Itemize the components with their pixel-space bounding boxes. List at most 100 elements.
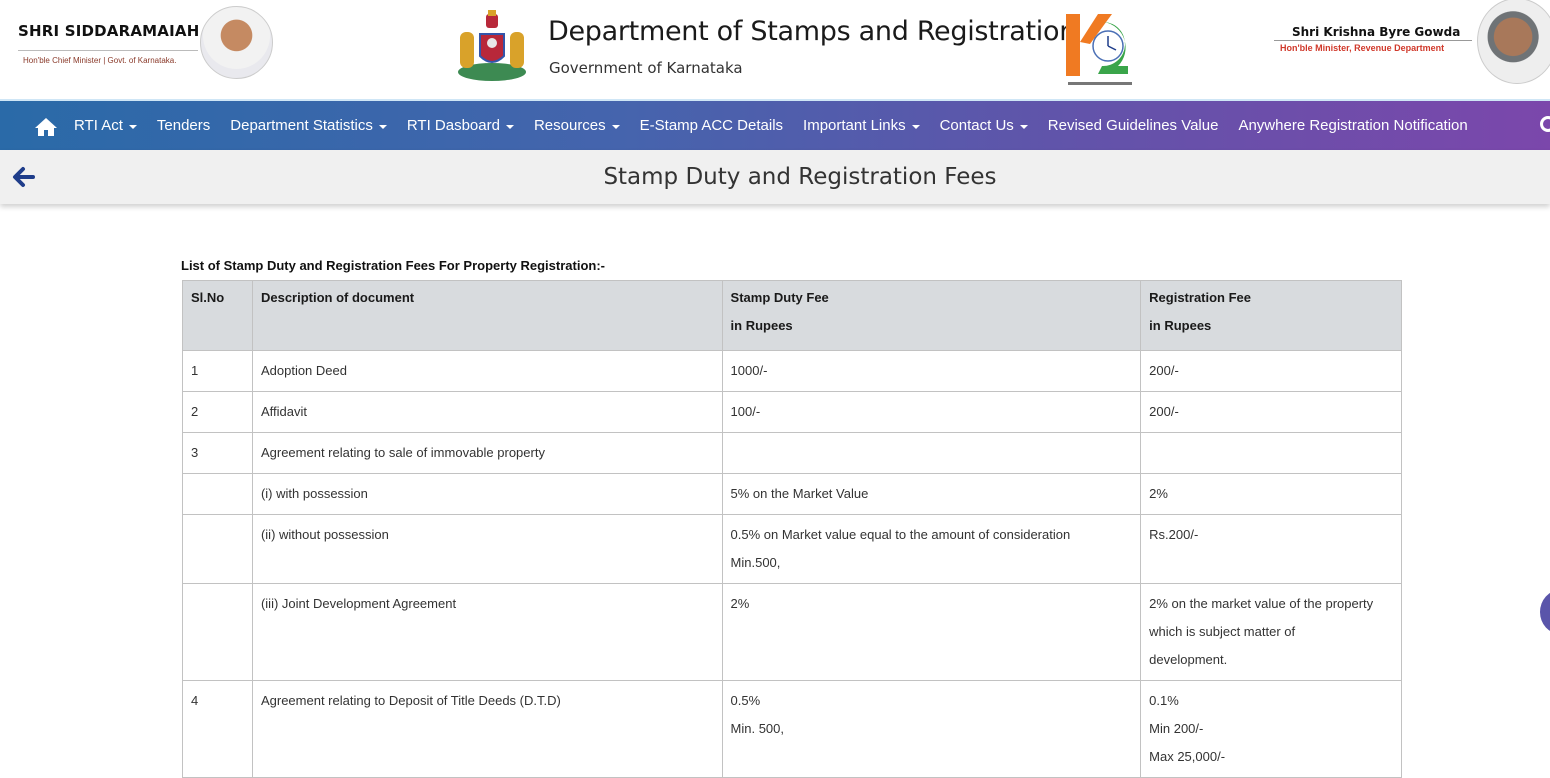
cell-line: Min.500, — [730, 555, 781, 570]
cell-registration-fee — [1140, 432, 1402, 474]
department-title: Department of Stamps and Registration — [548, 16, 1077, 47]
nav-items: RTI Act Tenders Department Statistics RT… — [74, 117, 1488, 134]
nav-item-rti-act[interactable]: RTI Act — [74, 117, 137, 134]
department-subtitle: Government of Karnataka — [549, 59, 743, 77]
cell-line — [731, 439, 1133, 467]
nav-label: Resources — [533, 117, 606, 134]
header-registration-fee: Registration Fee in Rupees — [1140, 280, 1402, 351]
cell-line: 2% — [1149, 486, 1168, 501]
cell-sl: 2 — [182, 391, 253, 433]
site-header: SHRI SIDDARAMAIAH Hon'ble Chief Minister… — [0, 0, 1550, 99]
cell-description: Adoption Deed — [251, 350, 723, 392]
cell-description: Agreement relating to Deposit of Title D… — [251, 680, 723, 778]
cell-description: (iii) Joint Development Agreement — [251, 583, 723, 681]
header-line: in Rupees — [730, 318, 793, 333]
cell-stamp-duty — [721, 432, 1142, 474]
cell-line: Rs.200/- — [1149, 527, 1199, 542]
cell-sl: 1 — [182, 350, 253, 392]
cell-stamp-duty: 5% on the Market Value — [721, 473, 1142, 515]
table-row: (iii) Joint Development Agreement 2% 2% … — [182, 583, 1402, 681]
caret-down-icon — [378, 124, 387, 129]
cell-line: 200/- — [1149, 363, 1179, 378]
nav-item-anywhere-registration-notification[interactable]: Anywhere Registration Notification — [1238, 117, 1467, 134]
cell-line: which is subject matter of — [1149, 624, 1296, 639]
cell-registration-fee: Rs.200/- — [1140, 514, 1402, 584]
header-line: in Rupees — [1149, 318, 1212, 333]
header-stamp-duty: Stamp Duty Fee in Rupees — [721, 280, 1142, 351]
cell-line: 100/- — [730, 404, 761, 419]
home-button[interactable] — [34, 116, 58, 138]
cell-line: 2% on the market value of the property — [1149, 596, 1374, 611]
nav-item-rti-dashboard[interactable]: RTI Dasboard — [407, 117, 514, 134]
cell-line: 0.1% — [1149, 693, 1179, 708]
cell-line: 0.5% on Market value equal to the amount… — [730, 527, 1071, 542]
page-title: Stamp Duty and Registration Fees — [603, 164, 997, 190]
table-row: 1 Adoption Deed 1000/- 200/- — [182, 350, 1402, 392]
nav-label: Contact Us — [939, 117, 1014, 134]
cell-description: Agreement relating to sale of immovable … — [251, 432, 723, 474]
caret-down-icon — [611, 124, 620, 129]
header-description: Description of document — [251, 280, 723, 351]
cell-stamp-duty: 0.5% Min. 500, — [721, 680, 1142, 778]
cell-line: 2% — [730, 596, 750, 611]
cell-registration-fee: 2% on the market value of the property w… — [1140, 583, 1402, 681]
nav-item-estamp-acc-details[interactable]: E-Stamp ACC Details — [640, 117, 783, 134]
cell-registration-fee: 200/- — [1140, 391, 1402, 433]
header-line: Registration Fee — [1149, 290, 1252, 305]
cell-sl: 3 — [182, 432, 253, 474]
revenue-minister-name: Shri Krishna Byre Gowda — [1292, 25, 1461, 39]
page-title-bar: Stamp Duty and Registration Fees — [0, 150, 1550, 204]
cell-line: 0.5% — [730, 693, 761, 708]
list-heading: List of Stamp Duty and Registration Fees… — [181, 258, 605, 273]
nav-label: RTI Dasboard — [406, 117, 500, 134]
nav-label: Department Statistics — [230, 117, 373, 134]
cell-sl — [182, 514, 253, 584]
cell-description: (ii) without possession — [251, 514, 723, 584]
chief-minister-title: Hon'ble Chief Minister | Govt. of Karnat… — [23, 56, 177, 65]
arrow-left-icon[interactable] — [12, 165, 36, 189]
karnataka-emblem-icon — [458, 10, 526, 81]
kaveri-logo-icon — [1066, 14, 1132, 85]
divider — [1274, 40, 1472, 41]
nav-label: Important Links — [803, 117, 906, 134]
cell-stamp-duty: 1000/- — [721, 350, 1142, 392]
chief-minister-block: SHRI SIDDARAMAIAH Hon'ble Chief Minister… — [18, 6, 278, 86]
revenue-minister-block: Shri Krishna Byre Gowda Hon'ble Minister… — [1272, 0, 1550, 92]
nav-item-important-links[interactable]: Important Links — [803, 117, 920, 134]
table-row: (i) with possession 5% on the Market Val… — [182, 473, 1402, 515]
cell-registration-fee: 2% — [1140, 473, 1402, 515]
nav-label: Tenders — [156, 117, 211, 134]
cell-stamp-duty: 100/- — [721, 391, 1142, 433]
caret-down-icon — [505, 124, 514, 129]
nav-label: E-Stamp ACC Details — [639, 117, 784, 134]
cell-description: (i) with possession — [251, 473, 723, 515]
floating-action-button[interactable] — [1540, 590, 1550, 634]
cell-sl — [182, 473, 253, 515]
table-row: 3 Agreement relating to sale of immovabl… — [182, 432, 1402, 474]
nav-item-revised-guidelines-value[interactable]: Revised Guidelines Value — [1048, 117, 1219, 134]
cell-registration-fee: 0.1% Min 200/- Max 25,000/- — [1140, 680, 1402, 778]
nav-label: Anywhere Registration Notification — [1238, 117, 1468, 134]
header-line: Stamp Duty Fee — [730, 290, 829, 305]
nav-item-tenders[interactable]: Tenders — [157, 117, 210, 134]
nav-item-department-statistics[interactable]: Department Statistics — [230, 117, 387, 134]
cell-line: Max 25,000/- — [1149, 749, 1226, 764]
cell-stamp-duty: 0.5% on Market value equal to the amount… — [721, 514, 1142, 584]
nav-label: Revised Guidelines Value — [1047, 117, 1219, 134]
header-sl-no: Sl.No — [182, 280, 253, 351]
home-icon — [35, 118, 57, 136]
nav-item-contact-us[interactable]: Contact Us — [940, 117, 1028, 134]
chief-minister-photo — [200, 6, 273, 79]
fee-table: Sl.No Description of document Stamp Duty… — [182, 280, 1402, 778]
divider — [18, 50, 198, 51]
cell-line: 200/- — [1149, 404, 1179, 419]
chief-minister-name: SHRI SIDDARAMAIAH — [18, 22, 200, 40]
nav-item-resources[interactable]: Resources — [534, 117, 620, 134]
cell-line: 5% on the Market Value — [730, 486, 869, 501]
main-nav: RTI Act Tenders Department Statistics RT… — [0, 99, 1550, 150]
table-row: (ii) without possession 0.5% on Market v… — [182, 514, 1402, 584]
cell-line: Min 200/- — [1149, 721, 1204, 736]
revenue-minister-title: Hon'ble Minister, Revenue Department — [1280, 43, 1445, 53]
search-icon[interactable] — [1540, 116, 1550, 132]
cell-line: development. — [1149, 652, 1228, 667]
